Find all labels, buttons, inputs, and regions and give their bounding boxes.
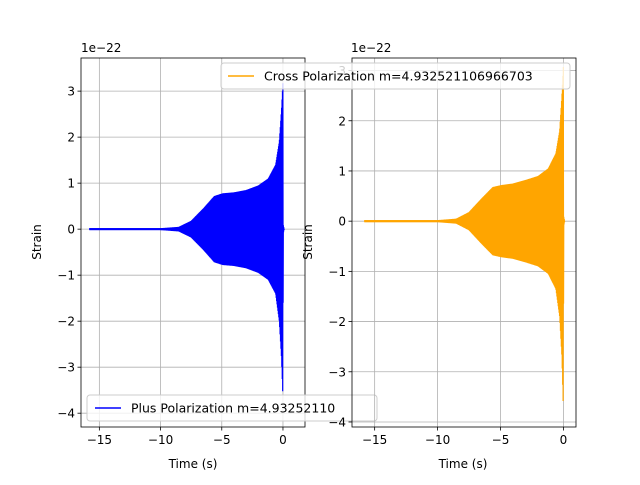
y-tick-label: 2 [67,131,75,145]
y-tick-label: 0 [67,223,75,237]
plus-polarization-series [88,83,285,392]
x-tick-label: 0 [560,433,568,447]
legend-label-cross: Cross Polarization m=4.932521106966703 [264,69,533,84]
y-tick-label: −2 [328,315,346,329]
y-tick-label: −3 [57,361,75,375]
x-tick-label: −10 [425,433,450,447]
y-axis-label: Strain [30,224,44,260]
y-tick-label: 0 [338,215,346,229]
axes-frame [351,57,577,428]
y-tick-label: −4 [57,407,75,421]
y-tick-label: −1 [57,269,75,283]
legend-label-plus: Plus Polarization m=4.93252110 [131,401,335,416]
x-tick-label: −5 [492,433,510,447]
legend: Cross Polarization m=4.932521106966703 [220,62,571,90]
cross-polarization-series [363,67,566,402]
y-tick-label: 1 [338,164,346,178]
y-tick-label: 1 [67,177,75,191]
x-tick-label: 0 [279,433,287,447]
x-axis-label: Time (s) [168,457,218,471]
legend-box [86,394,378,422]
axes-frame [80,57,306,428]
y-tick-label: −2 [57,315,75,329]
legend: Plus Polarization m=4.93252110 [86,394,378,422]
legend-box [220,62,571,90]
y-tick-label: −4 [328,415,346,429]
x-tick-label: −15 [362,433,387,447]
x-tick-label: −5 [213,433,231,447]
y-tick-label: −1 [328,265,346,279]
y-offset-label: 1e−22 [351,41,391,55]
y-tick-label: 2 [338,114,346,128]
y-offset-label: 1e−22 [81,41,121,55]
x-axis-label: Time (s) [438,457,488,471]
y-axis-label: Strain [301,224,315,260]
series-line [363,67,566,402]
y-tick-label: −3 [328,365,346,379]
x-tick-label: −10 [148,433,173,447]
y-tick-label: 3 [67,85,75,99]
x-tick-label: −15 [87,433,112,447]
